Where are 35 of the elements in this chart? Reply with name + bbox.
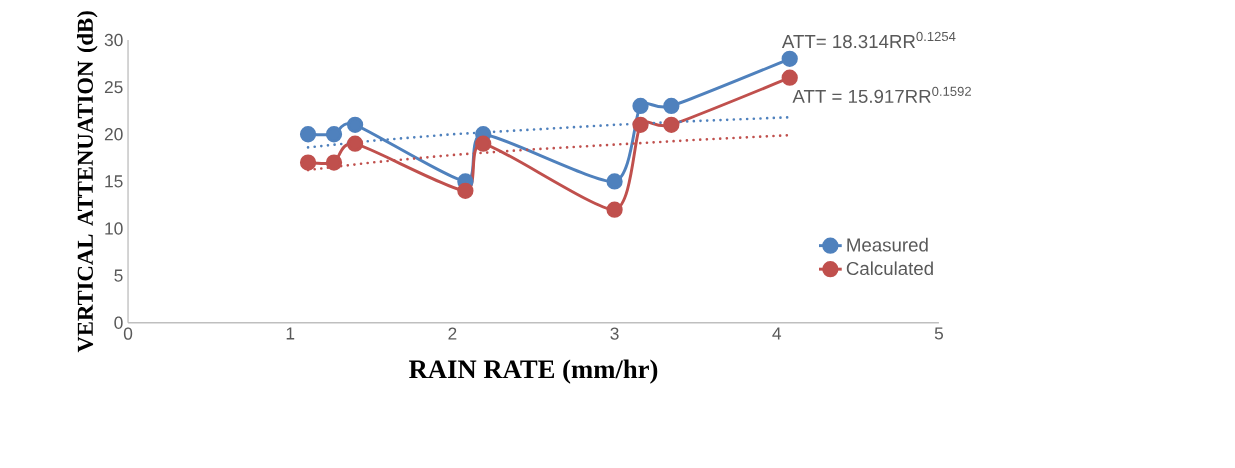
y-tick-label: 0 [114, 316, 123, 329]
point [325, 126, 343, 143]
y-axis-title: VERTICAL ATTENUATION (dB) [76, 11, 98, 353]
point [606, 173, 623, 190]
y-tick-label: 30 [104, 33, 123, 47]
x-axis-title: RAIN RATE (mm/hr) [408, 359, 658, 384]
y-tick-label: 25 [104, 80, 123, 94]
point [346, 116, 364, 133]
point [663, 116, 680, 133]
y-tick-label: 15 [105, 175, 123, 188]
legend-label: Calculated [846, 261, 933, 276]
point [632, 116, 649, 133]
point [781, 69, 798, 86]
annotation: ATT = 15.917RR$^{0.1592}$ [792, 86, 971, 103]
point [299, 126, 317, 143]
y-tick-label: 20 [104, 128, 123, 141]
point [346, 135, 364, 152]
point [325, 154, 343, 171]
point [632, 97, 649, 115]
y-tick-label: 5 [114, 269, 123, 282]
x-tick-label: 1 [286, 327, 295, 340]
point [475, 135, 492, 152]
x-tick-label: 4 [772, 327, 782, 340]
point [781, 50, 798, 67]
point [457, 182, 474, 199]
point [299, 154, 317, 171]
point [663, 97, 680, 115]
legend-label: Measured [847, 237, 928, 252]
x-tick-label: 0 [123, 327, 133, 340]
annotation: ATT= 18.314RR$^{0.1254}$ [781, 31, 956, 49]
x-tick-label: 3 [610, 327, 619, 340]
y-tick-label: 10 [105, 222, 123, 235]
x-tick-label: 5 [934, 327, 944, 340]
x-tick-label: 2 [448, 327, 457, 340]
point [606, 201, 623, 218]
